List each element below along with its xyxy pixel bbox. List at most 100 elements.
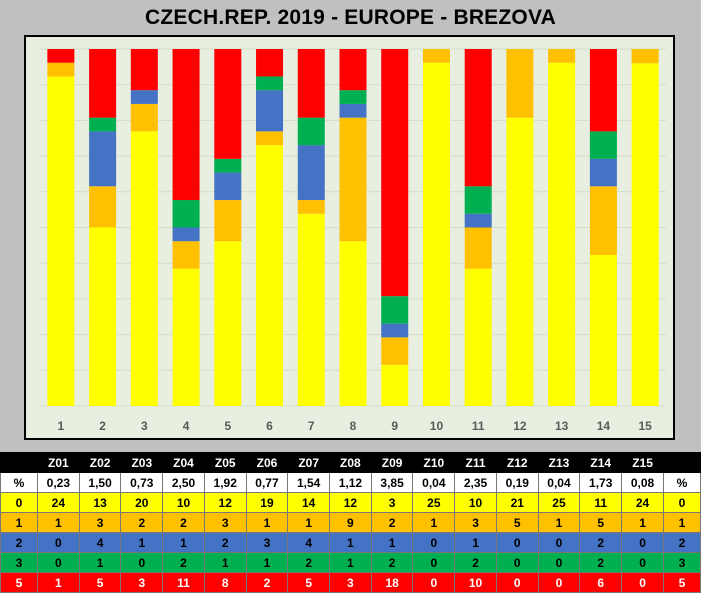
bar-segment-level-0 — [506, 117, 534, 407]
table-cell: 1 — [245, 552, 289, 573]
bar-segment-level-5 — [339, 49, 367, 91]
table-cell: 2 — [287, 552, 331, 573]
table-cell: 24 — [621, 492, 664, 513]
table-cell: 3 — [245, 532, 289, 553]
table-cell: 5 — [287, 572, 331, 593]
column-header: Z04 — [162, 452, 205, 473]
bar-segment-level-0 — [256, 145, 284, 406]
table-cell: 2 — [370, 552, 414, 573]
bar-segment-level-5 — [256, 49, 284, 77]
x-tick-label: 2 — [99, 419, 106, 433]
table-cell: 3 — [454, 512, 497, 533]
bar-segment-level-2 — [89, 131, 117, 187]
row-label: 5 — [663, 572, 701, 593]
bar-segment-level-5 — [464, 49, 492, 187]
percent-cell: 3,85 — [370, 472, 414, 493]
x-tick-label: 6 — [266, 419, 273, 433]
x-tick-label: 3 — [141, 419, 148, 433]
percent-cell: 0,19 — [495, 472, 539, 493]
row-label: 3 — [663, 552, 701, 573]
table-cell: 13 — [78, 492, 122, 513]
table-cell: 1 — [329, 532, 372, 553]
table-cell: 1 — [454, 532, 497, 553]
table-cell: 2 — [370, 512, 414, 533]
table-cell: 0 — [621, 572, 664, 593]
table-cell: 0 — [495, 532, 539, 553]
table-cell: 0 — [495, 552, 539, 573]
table-cell: 5 — [495, 512, 539, 533]
bar-segment-level-0 — [631, 63, 659, 406]
table-cell: 0 — [412, 572, 456, 593]
bar-segment-level-5 — [172, 49, 200, 201]
bar-segment-level-0 — [464, 268, 492, 406]
table-cell: 3 — [78, 512, 122, 533]
table-cell: 2 — [120, 512, 164, 533]
table-cell: 1 — [162, 532, 205, 553]
chart-frame: 1 2 3 4 5 6 7 8 9 10 11 12 13 14 15 — [24, 35, 675, 440]
bar-segment-level-1 — [506, 49, 534, 118]
bar-segment-level-3 — [172, 200, 200, 228]
percent-cell: 0,77 — [245, 472, 289, 493]
table-cell: 0 — [537, 552, 581, 573]
table-cell: 2 — [162, 512, 205, 533]
table-cell: 2 — [203, 532, 247, 553]
bar-segment-level-0 — [297, 213, 325, 406]
x-tick-label: 12 — [513, 419, 527, 433]
x-tick-label: 14 — [597, 419, 611, 433]
table-row-level-0: 0 24 13 20 10 12 19 14 12 3 25 10 21 25 11 24 0 — [0, 492, 701, 513]
header-corner — [663, 452, 701, 473]
table-cell: 0 — [495, 572, 539, 593]
chart-title: CZECH.REP. 2019 - EUROPE - BREZOVA — [145, 6, 556, 29]
bar-segment-level-1 — [548, 49, 576, 63]
bar-segment-level-2 — [256, 90, 284, 132]
bar-segment-level-3 — [339, 90, 367, 104]
table-cell: 11 — [579, 492, 623, 513]
bar-segment-level-0 — [339, 241, 367, 406]
bar-segment-level-0 — [130, 131, 158, 406]
bar-segment-level-1 — [464, 227, 492, 269]
table-cell: 2 — [245, 572, 289, 593]
bar-segment-level-1 — [172, 241, 200, 269]
table-cell: 0 — [37, 552, 80, 573]
column-header: Z12 — [495, 452, 539, 473]
column-header: Z02 — [78, 452, 122, 473]
percent-cell: 0,23 — [37, 472, 80, 493]
table-cell: 0 — [120, 552, 164, 573]
row-label: % — [663, 472, 701, 493]
table-cell: 19 — [245, 492, 289, 513]
table-cell: 1 — [329, 552, 372, 573]
table-cell: 3 — [120, 572, 164, 593]
table-cell: 3 — [203, 512, 247, 533]
bar-segment-level-5 — [381, 49, 409, 297]
table-cell: 4 — [78, 532, 122, 553]
table-cell: 1 — [287, 512, 331, 533]
column-header: Z07 — [287, 452, 331, 473]
table-cell: 0 — [621, 532, 664, 553]
bar-segment-level-1 — [422, 49, 450, 63]
table-cell: 24 — [37, 492, 80, 513]
row-label: 0 — [663, 492, 701, 513]
table-cell: 2 — [579, 532, 623, 553]
table-cell: 3 — [370, 492, 414, 513]
table-cell: 20 — [120, 492, 164, 513]
x-tick-label: 15 — [638, 419, 652, 433]
bar-segment-level-0 — [422, 62, 450, 406]
column-header: Z09 — [370, 452, 414, 473]
bar-segment-level-3 — [589, 131, 617, 159]
percent-cell: 1,92 — [203, 472, 247, 493]
table-cell: 0 — [537, 572, 581, 593]
bar-segment-level-2 — [464, 213, 492, 228]
bar-segment-level-1 — [339, 117, 367, 242]
table-cell: 2 — [454, 552, 497, 573]
bar-segment-level-1 — [214, 200, 242, 242]
bar-segment-level-3 — [214, 158, 242, 173]
table-cell: 12 — [329, 492, 372, 513]
column-header: Z10 — [412, 452, 456, 473]
table-cell: 1 — [203, 552, 247, 573]
column-header: Z11 — [454, 452, 497, 473]
bar-segment-level-5 — [47, 49, 75, 63]
bar-segment-level-0 — [89, 227, 117, 406]
table-header-row: Z01 Z02 Z03 Z04 Z05 Z06 Z07 Z08 Z09 Z10 Z11 Z12 Z13 Z… — [0, 452, 701, 473]
table-cell: 1 — [78, 552, 122, 573]
